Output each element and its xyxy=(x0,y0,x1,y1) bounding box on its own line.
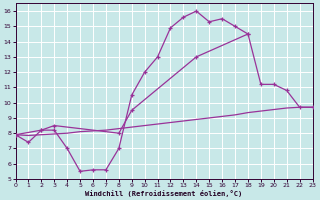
X-axis label: Windchill (Refroidissement éolien,°C): Windchill (Refroidissement éolien,°C) xyxy=(85,190,243,197)
